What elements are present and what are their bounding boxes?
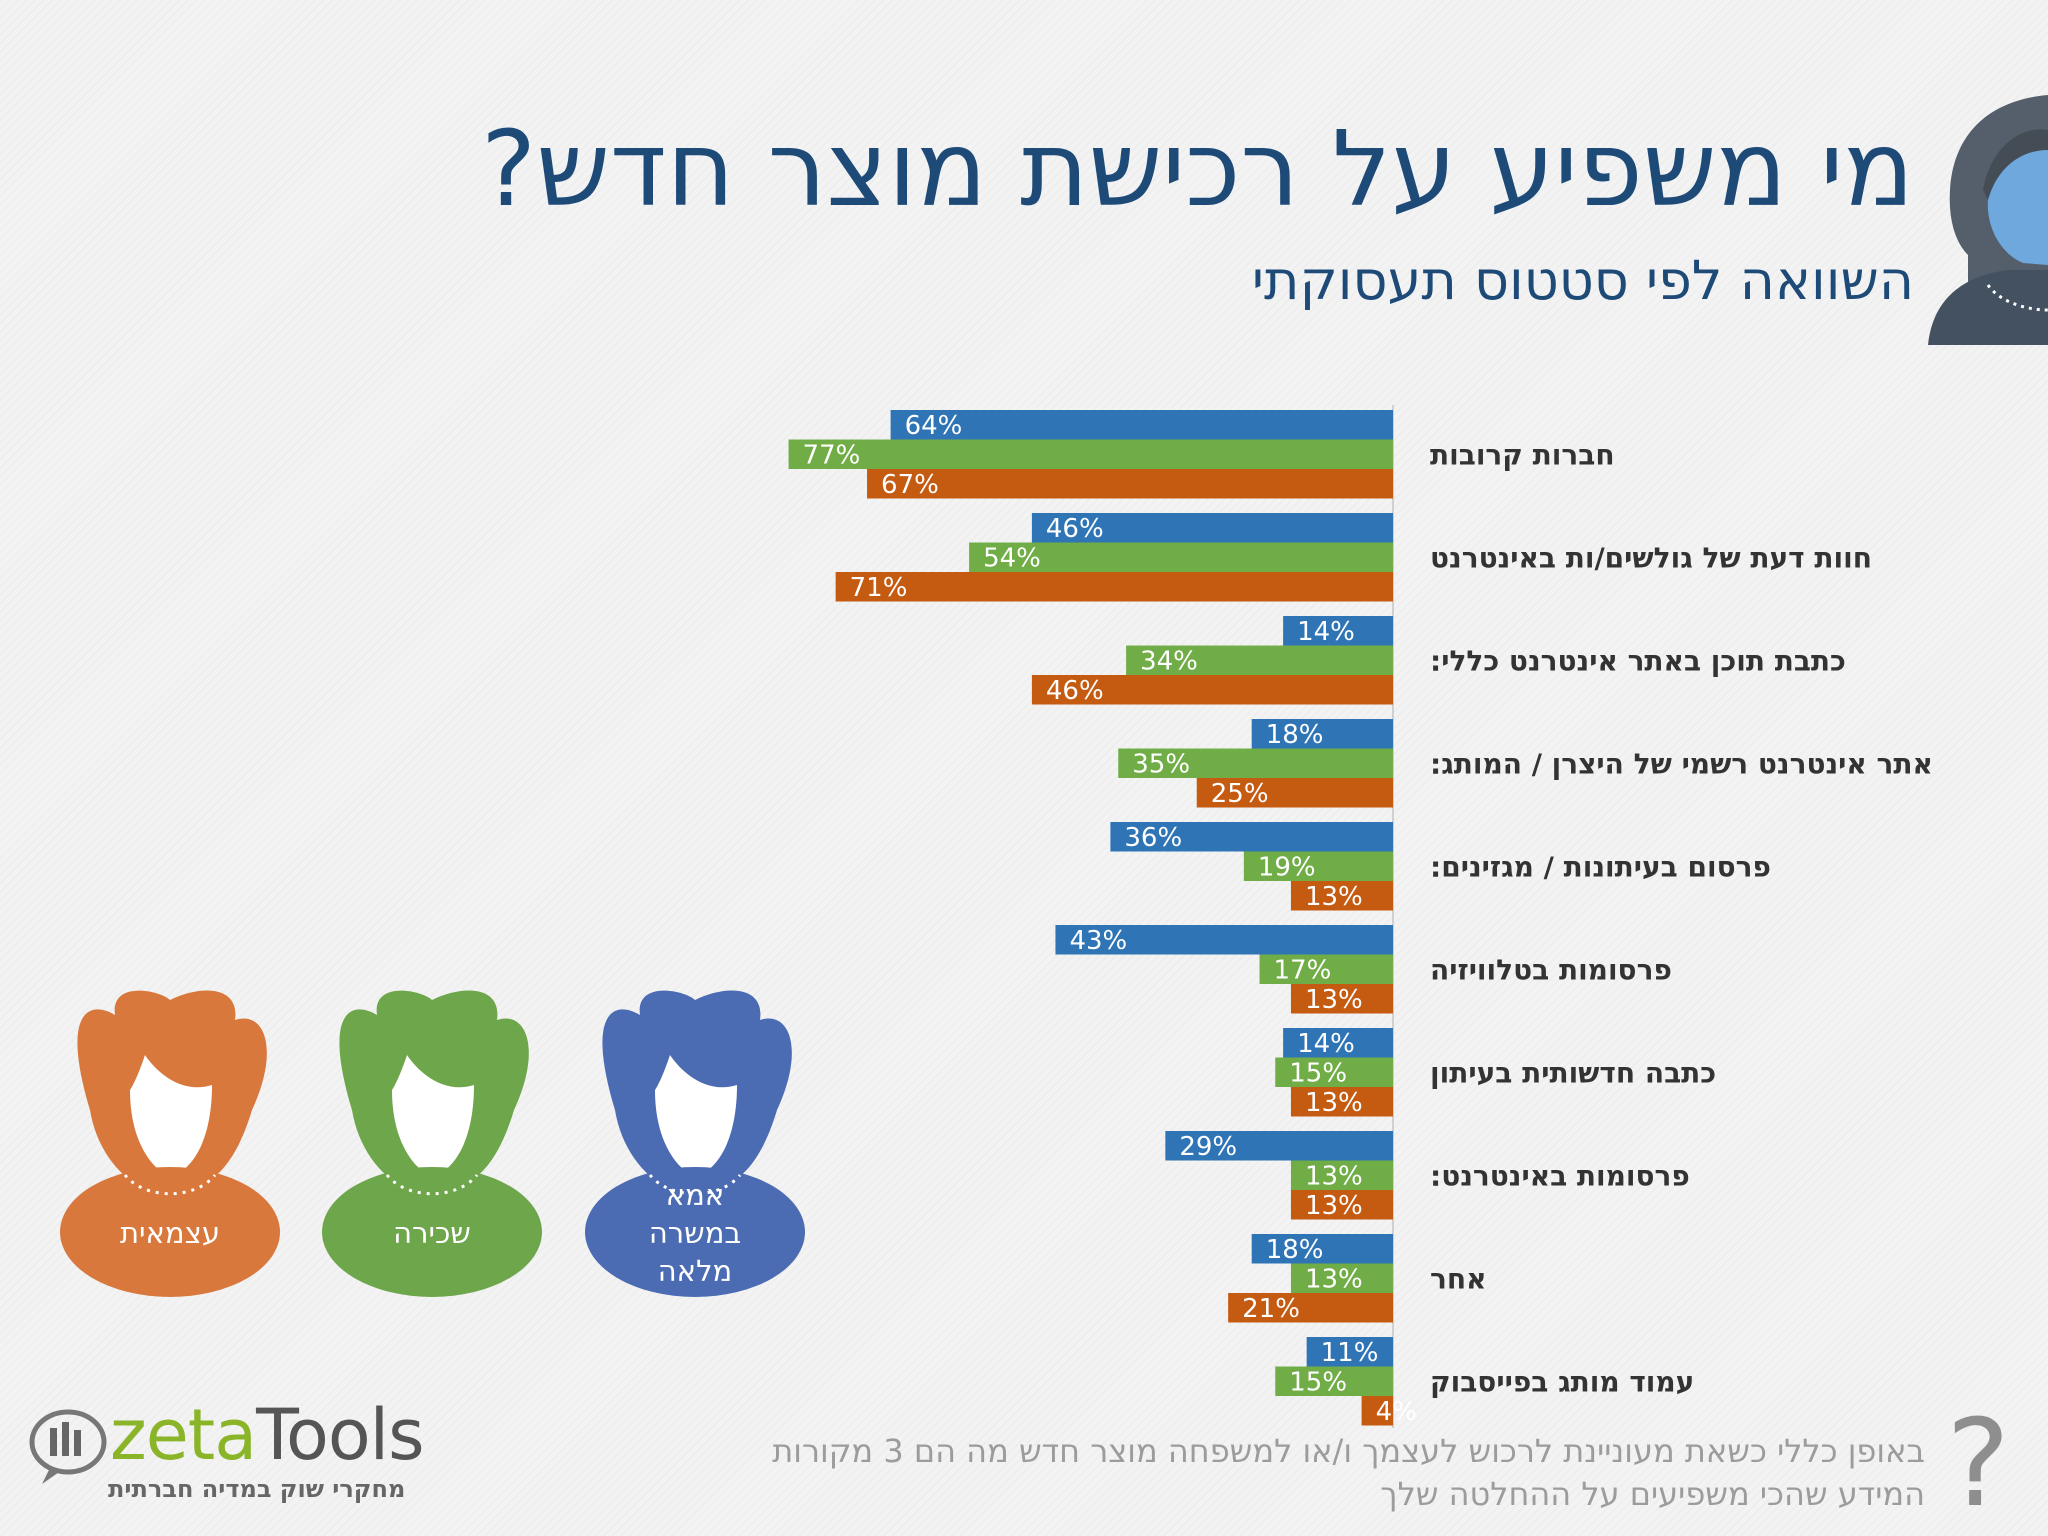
- bar-2-0: [1283, 616, 1393, 646]
- persona-label: במשרה: [649, 1216, 741, 1250]
- bar-9-1: [1275, 1366, 1393, 1396]
- bar-7-0: [1165, 1131, 1393, 1161]
- category-label: פרסומות בטלוויזיה: [1430, 953, 1672, 986]
- survey-question-footnote: באופן כללי כשאת מעוניינת לרכוש לעצמך ו/א…: [772, 1432, 1925, 1513]
- bar-1-2: [835, 572, 1393, 602]
- bar-4-1: [1243, 851, 1393, 881]
- bar-6-0: [1283, 1028, 1393, 1058]
- persona-label: עצמאית: [120, 1216, 220, 1250]
- bar-9-0: [1306, 1337, 1393, 1367]
- bar-value-label: 13%: [1305, 1088, 1363, 1118]
- bar-0-0: [890, 410, 1393, 440]
- category-label: חוות דעת של גולשים/ות באינטרנט: [1430, 541, 1872, 574]
- bar-0-2: [867, 469, 1393, 499]
- category-label: אתר אינטרנט רשמי של היצרן / המותג:: [1430, 747, 1933, 780]
- bar-6-2: [1290, 1087, 1393, 1117]
- bar-3-1: [1118, 748, 1393, 778]
- bar-value-label: 13%: [1305, 985, 1363, 1015]
- persona-blue: אמא במשרה מלאה: [585, 990, 805, 1297]
- bar-value-label: 67%: [881, 470, 939, 500]
- persona-label: אמא: [666, 1178, 724, 1212]
- bar-2-2: [1031, 675, 1393, 705]
- bar-value-label: 35%: [1132, 749, 1190, 779]
- persona-orange: עצמאית: [60, 990, 280, 1297]
- bar-value-label: 46%: [1046, 514, 1104, 544]
- bar-value-label: 17%: [1274, 955, 1332, 985]
- bar-1-0: [1031, 513, 1393, 543]
- bar-value-label: 11%: [1321, 1338, 1379, 1368]
- logo-wordmark: zetaTools: [110, 1400, 425, 1470]
- bar-value-label: 18%: [1266, 720, 1324, 750]
- bar-value-label: 46%: [1046, 676, 1104, 706]
- bar-9-2: [1361, 1396, 1393, 1426]
- bar-4-2: [1290, 881, 1393, 911]
- bar-5-0: [1055, 925, 1393, 955]
- bar-value-label: 13%: [1305, 1161, 1363, 1191]
- bar-5-1: [1259, 954, 1393, 984]
- bar-value-label: 4%: [1376, 1397, 1417, 1427]
- bar-value-label: 34%: [1140, 646, 1198, 676]
- bar-value-label: 13%: [1305, 1191, 1363, 1221]
- bar-4-0: [1110, 822, 1393, 852]
- bar-1-1: [969, 542, 1393, 572]
- bar-value-label: 54%: [983, 543, 1041, 573]
- bar-6-1: [1275, 1057, 1393, 1087]
- bar-value-label: 36%: [1124, 823, 1182, 853]
- category-label: פרסומות באינטרנט:: [1430, 1159, 1690, 1192]
- page-title: מי משפיע על רכישת מוצר חדש?: [481, 108, 1914, 230]
- category-label: כתבת תוכן באתר אינטרנט כללי:: [1430, 644, 1846, 677]
- category-label: כתבה חדשותית בעיתון: [1430, 1056, 1716, 1089]
- bar-value-label: 13%: [1305, 1264, 1363, 1294]
- bar-8-0: [1251, 1234, 1393, 1264]
- logo-tagline: מחקרי שוק במדיה חברתית: [108, 1475, 406, 1503]
- persona-label: שכירה: [393, 1216, 471, 1250]
- zetatools-logo: zetaTools מחקרי שוק במדיה חברתית: [28, 1400, 448, 1510]
- bar-0-1: [788, 439, 1393, 469]
- bar-2-1: [1126, 645, 1393, 675]
- persona-green: שכירה: [322, 990, 542, 1297]
- bar-value-label: 77%: [803, 440, 861, 470]
- bar-value-label: 29%: [1179, 1132, 1237, 1162]
- logo-word-tools: Tools: [256, 1394, 424, 1476]
- bar-value-label: 71%: [850, 573, 908, 603]
- category-label: עמוד מותג בפייסבוק: [1430, 1365, 1694, 1398]
- question-mark-icon: ?: [1946, 1395, 2010, 1534]
- bar-5-2: [1290, 984, 1393, 1014]
- bar-value-label: 64%: [905, 411, 963, 441]
- bar-3-0: [1251, 719, 1393, 749]
- bar-8-2: [1228, 1293, 1393, 1323]
- category-label: חברות קרובות: [1430, 438, 1615, 471]
- persona-legend: עצמאית שכירה אמא במשרה מלאה: [60, 990, 805, 1297]
- bar-value-label: 13%: [1305, 882, 1363, 912]
- corner-avatar-icon: [1928, 95, 2048, 345]
- logo-speech-bubble-icon: [29, 1409, 107, 1484]
- bar-value-label: 19%: [1258, 852, 1316, 882]
- persona-label: מלאה: [658, 1254, 733, 1288]
- bar-value-label: 14%: [1297, 1029, 1355, 1059]
- bar-value-label: 21%: [1242, 1294, 1300, 1324]
- bar-value-label: 15%: [1289, 1058, 1347, 1088]
- bar-value-label: 15%: [1289, 1367, 1347, 1397]
- bar-8-1: [1290, 1263, 1393, 1293]
- category-label: אחר: [1430, 1262, 1486, 1295]
- bar-value-label: 14%: [1297, 617, 1355, 647]
- bar-value-label: 25%: [1211, 779, 1269, 809]
- bar-7-1: [1290, 1160, 1393, 1190]
- bar-value-label: 18%: [1266, 1235, 1324, 1265]
- bar-7-2: [1290, 1190, 1393, 1220]
- page-subtitle: השוואה לפי סטטוס תעסוקתי: [1251, 249, 1914, 312]
- bar-value-label: 43%: [1069, 926, 1127, 956]
- category-label: פרסום בעיתונות / מגזינים:: [1430, 850, 1771, 883]
- logo-word-zeta: zeta: [110, 1394, 257, 1476]
- bar-3-2: [1196, 778, 1393, 808]
